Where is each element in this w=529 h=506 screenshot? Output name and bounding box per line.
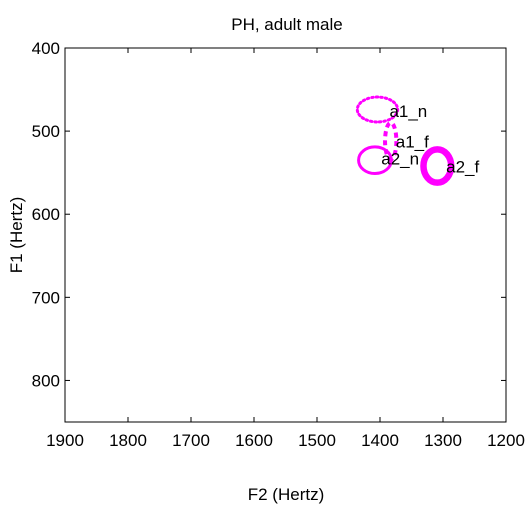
x-tick-label: 1600 bbox=[235, 431, 273, 450]
ellipse-a2-f bbox=[420, 146, 455, 186]
chart-title: PH, adult male bbox=[231, 15, 343, 34]
plot-marks bbox=[355, 95, 455, 186]
x-tick-label: 1700 bbox=[172, 431, 210, 450]
x-tick-label: 1300 bbox=[424, 431, 462, 450]
y-tick-label: 500 bbox=[32, 122, 60, 141]
axis-ticks: 1900 1800 1700 1600 1500 1400 1300 1200 400 500 60… bbox=[32, 39, 525, 450]
x-tick-label: 1900 bbox=[46, 431, 84, 450]
label-a2-n: a2_n bbox=[381, 149, 419, 168]
x-tick-label: 1200 bbox=[487, 431, 525, 450]
annotation-labels: a1_n a1_fa2_n a2_f bbox=[381, 102, 479, 177]
y-tick-label: 400 bbox=[32, 39, 60, 58]
x-tick-label: 1400 bbox=[361, 431, 399, 450]
plot-frame bbox=[64, 47, 507, 423]
y-tick-label: 800 bbox=[32, 371, 60, 390]
label-a1-n: a1_n bbox=[389, 102, 427, 121]
x-tick-label: 1500 bbox=[298, 431, 336, 450]
label-a2-f: a2_f bbox=[446, 158, 479, 177]
ellipse-a1-n bbox=[355, 95, 400, 124]
y-axis-label: F1 (Hertz) bbox=[7, 197, 26, 274]
x-axis-label: F2 (Hertz) bbox=[248, 485, 325, 504]
ellipse-a2-n bbox=[357, 145, 393, 175]
label-a1-f: a1_f bbox=[396, 133, 429, 152]
y-tick-label: 600 bbox=[32, 205, 60, 224]
x-tick-label: 1800 bbox=[109, 431, 147, 450]
y-tick-label: 700 bbox=[32, 288, 60, 307]
